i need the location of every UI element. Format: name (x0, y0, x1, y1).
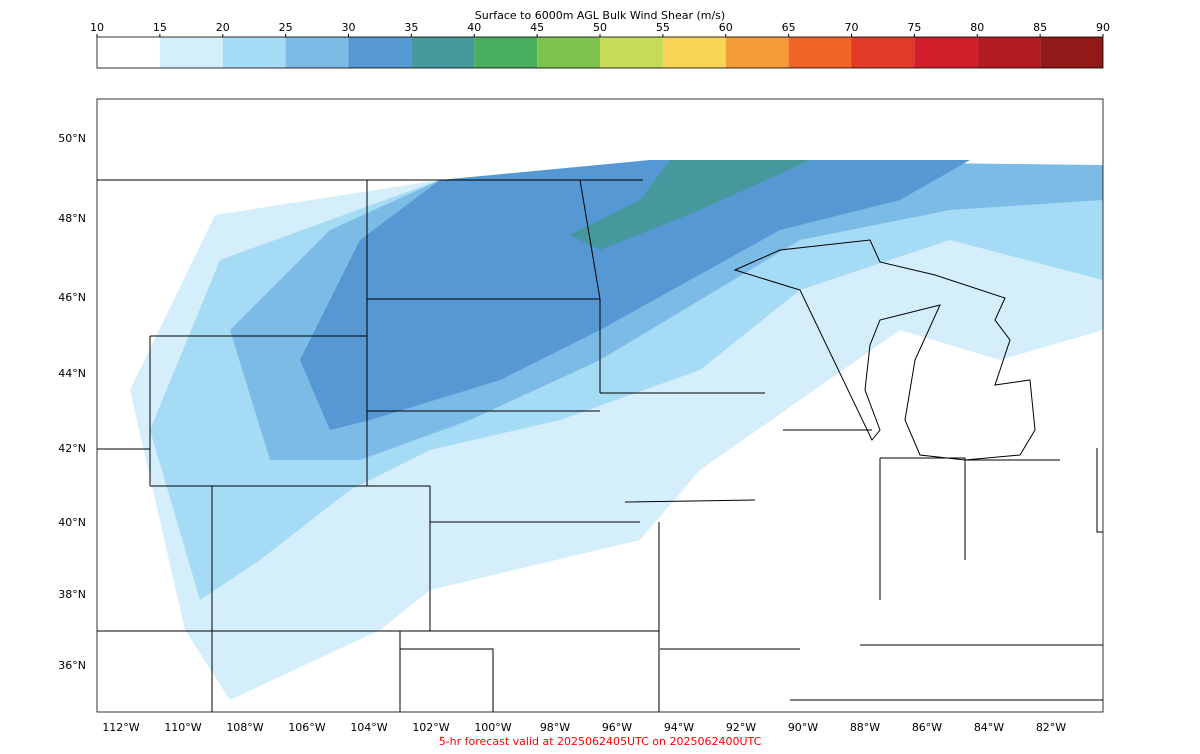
shear-area (300, 160, 970, 430)
lon-label: 92°W (726, 721, 756, 734)
colorbar-title: Surface to 6000m AGL Bulk Wind Shear (m/… (475, 9, 725, 22)
map-frame (96, 98, 1104, 713)
lon-label: 108°W (226, 721, 263, 734)
colorbar-bin (1040, 37, 1103, 68)
colorbar-tick-label: 50 (593, 21, 607, 34)
colorbar: 10 15 20 25 30 35 40 45 50 55 60 65 70 75 80 85 90 (90, 21, 1110, 69)
lon-label: 82°W (1036, 721, 1066, 734)
colorbar-bin (600, 37, 663, 68)
lat-label: 40°N (58, 516, 86, 529)
colorbar-tick-label: 15 (153, 21, 167, 34)
lon-label: 84°W (974, 721, 1004, 734)
colorbar-tick-label: 20 (216, 21, 230, 34)
lat-label: 36°N (58, 659, 86, 672)
colorbar-bin (411, 37, 475, 68)
lon-label: 100°W (474, 721, 511, 734)
lon-label: 88°W (850, 721, 880, 734)
lon-label: 104°W (350, 721, 387, 734)
colorbar-bin (537, 37, 600, 68)
lon-label: 112°W (102, 721, 139, 734)
footer: 5-hr forecast valid at 2025062405UTC on … (439, 735, 762, 748)
colorbar-tick-label: 85 (1033, 21, 1047, 34)
lat-label: 44°N (58, 367, 86, 380)
colorbar-bin (285, 37, 349, 68)
colorbar-tick-label: 90 (1096, 21, 1110, 34)
colorbar-bin (725, 37, 789, 68)
colorbar-tick-label: 55 (656, 21, 670, 34)
colorbar-tick-label: 35 (404, 21, 418, 34)
borders (97, 179, 1103, 712)
colorbar-bin (662, 37, 726, 68)
colorbar-bin (97, 37, 160, 68)
shear-area (570, 160, 810, 250)
lat-label: 38°N (58, 588, 86, 601)
colorbar-tick-label: 25 (279, 21, 293, 34)
colorbar-tick-label: 60 (719, 21, 733, 34)
lat-label: 48°N (58, 212, 86, 225)
lon-label: 96°W (602, 721, 632, 734)
colorbar-tick-label: 45 (530, 21, 544, 34)
colorbar-tick-label: 30 (342, 21, 356, 34)
lat-label: 50°N (58, 132, 86, 145)
colorbar-bin (977, 37, 1041, 68)
lat-label: 42°N (58, 442, 86, 455)
colorbar-bin (222, 37, 286, 68)
lon-label: 90°W (788, 721, 818, 734)
colorbar-tick-label: 75 (907, 21, 921, 34)
great-lakes (733, 239, 1036, 461)
map (96, 98, 1104, 713)
colorbar-tick-label: 10 (90, 21, 104, 34)
lon-label: 110°W (164, 721, 201, 734)
colorbar-tick-label: 65 (782, 21, 796, 34)
colorbar-bin (851, 37, 915, 68)
lon-label: 102°W (412, 721, 449, 734)
colorbar-tick-label: 70 (845, 21, 859, 34)
lon-label: 98°W (540, 721, 570, 734)
colorbar-bin (474, 37, 538, 68)
colorbar-tick-label: 80 (970, 21, 984, 34)
lat-label: 46°N (58, 291, 86, 304)
colorbar-bin (159, 37, 223, 68)
lon-label: 94°W (664, 721, 694, 734)
colorbar-tick-label: 40 (467, 21, 481, 34)
colorbar-bin (788, 37, 852, 68)
colorbar-bin (914, 37, 978, 68)
lon-label: 106°W (288, 721, 325, 734)
lon-label: 86°W (912, 721, 942, 734)
colorbar-bin (348, 37, 412, 68)
